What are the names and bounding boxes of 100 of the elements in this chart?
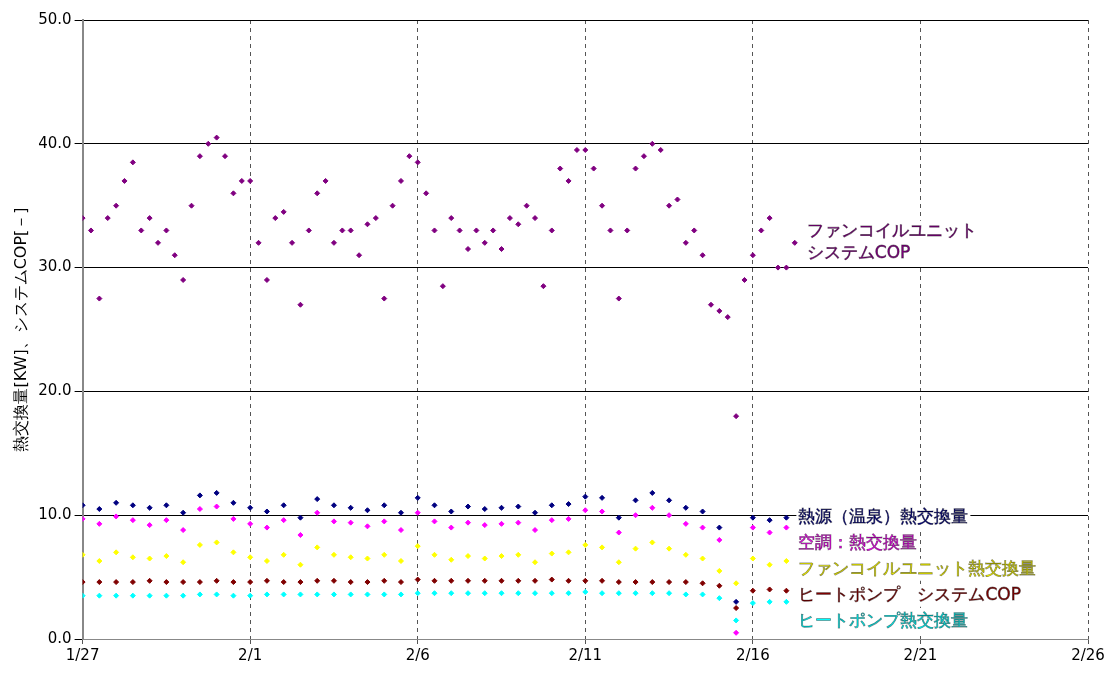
- point: [515, 551, 522, 558]
- point: [213, 489, 220, 496]
- point: [263, 558, 270, 565]
- point: [565, 577, 572, 584]
- point: [649, 590, 656, 597]
- point: [465, 519, 471, 526]
- point: [330, 502, 337, 509]
- point: [615, 579, 622, 586]
- point: [733, 629, 740, 636]
- point: [532, 590, 539, 597]
- point: [196, 492, 203, 499]
- point: [247, 554, 254, 561]
- point: [465, 553, 471, 560]
- point: [733, 598, 740, 605]
- point: [582, 493, 589, 500]
- y-tick-label: 10.0: [38, 505, 72, 524]
- point: [96, 506, 103, 513]
- point: [263, 577, 270, 584]
- point: [163, 592, 170, 599]
- point: [397, 579, 404, 586]
- point: [632, 545, 639, 552]
- point: [615, 529, 622, 536]
- point: [213, 577, 220, 584]
- point: [615, 590, 622, 597]
- point: [632, 497, 639, 504]
- point: [163, 517, 170, 524]
- point: [632, 579, 639, 586]
- point: [297, 579, 304, 586]
- point: [515, 519, 522, 526]
- point: [113, 513, 120, 520]
- point: [230, 499, 237, 506]
- point: [96, 592, 103, 599]
- point: [129, 592, 136, 599]
- point: [113, 592, 120, 599]
- point: [230, 515, 237, 522]
- point: [716, 524, 723, 531]
- point: [381, 518, 388, 525]
- point: [196, 579, 203, 586]
- point: [749, 587, 756, 594]
- point: [481, 577, 488, 584]
- point: [599, 544, 606, 551]
- point: [666, 545, 673, 552]
- y-axis-title: 熱交換量[KW]、システムCOP[－]: [10, 207, 30, 452]
- point: [129, 554, 136, 561]
- point: [180, 559, 187, 566]
- point: [381, 577, 388, 584]
- point: [682, 591, 689, 598]
- point: [381, 591, 388, 598]
- point: [783, 514, 790, 521]
- point: [347, 519, 354, 526]
- point: [532, 559, 539, 566]
- point: [682, 504, 689, 511]
- series-label: ヒートポンプ システムCOP: [798, 584, 1021, 605]
- point: [146, 522, 153, 529]
- point: [498, 520, 505, 527]
- point: [247, 520, 254, 527]
- point: [364, 523, 371, 530]
- point: [96, 520, 103, 527]
- point: [749, 555, 756, 562]
- point: [599, 508, 606, 515]
- x-tick-label: 2/16: [736, 645, 770, 664]
- point: [113, 549, 120, 556]
- point: [96, 579, 103, 586]
- point: [213, 591, 220, 598]
- point: [548, 576, 555, 583]
- point: [682, 520, 689, 527]
- point: [682, 579, 689, 586]
- point: [515, 590, 522, 597]
- point: [515, 577, 522, 584]
- point: [582, 507, 589, 514]
- point: [699, 508, 706, 515]
- point: [766, 598, 773, 605]
- point: [196, 541, 203, 548]
- y-tick-label: 50.0: [38, 9, 72, 28]
- point: [364, 507, 371, 514]
- point: [247, 504, 254, 511]
- point: [582, 541, 589, 548]
- point: [783, 598, 790, 605]
- point: [146, 555, 153, 562]
- point: [465, 590, 471, 597]
- point: [481, 522, 488, 529]
- point: [263, 524, 270, 531]
- point: [414, 576, 421, 583]
- series-label: ファンコイルユニットシステムCOP: [806, 220, 977, 263]
- point: [699, 580, 706, 587]
- point: [196, 506, 203, 513]
- point: [649, 579, 656, 586]
- point: [766, 586, 773, 593]
- point: [766, 561, 773, 568]
- point: [682, 551, 689, 558]
- point: [498, 590, 505, 597]
- point: [280, 517, 287, 524]
- point: [180, 579, 187, 586]
- point: [414, 590, 421, 597]
- point: [548, 550, 555, 557]
- point: [498, 553, 505, 560]
- point: [381, 502, 388, 509]
- point: [280, 591, 287, 598]
- point: [498, 504, 505, 511]
- series-label: ヒートポンプ熱交換量: [798, 610, 969, 631]
